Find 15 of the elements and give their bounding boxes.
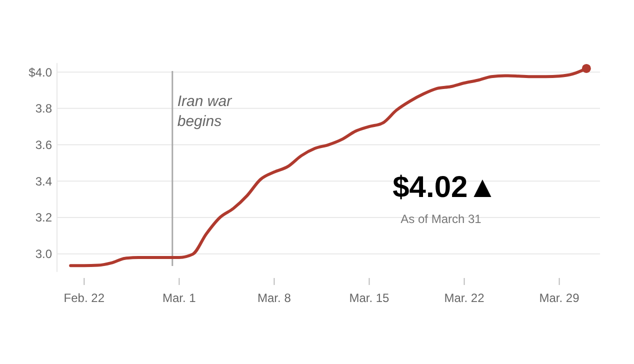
annotation: As of March 31 (400, 212, 482, 226)
x-tick-label: Mar. 22 (444, 291, 485, 305)
x-tick-label: Mar. 1 (162, 291, 196, 305)
y-tick-label: 3.8 (35, 102, 52, 116)
y-tick-label: 3.6 (35, 138, 52, 152)
y-tick-label: 3.2 (35, 210, 52, 225)
x-tick-label: Mar. 29 (539, 291, 580, 305)
x-tick-label: Feb. 22 (64, 291, 105, 305)
ref-line-label: Iran war begins (177, 93, 233, 130)
y-tick-label: $4.0 (28, 65, 52, 80)
x-tick-label: Mar. 15 (349, 291, 390, 305)
x-tick-label: Mar. 8 (258, 291, 292, 305)
y-tick-label: 3.0 (35, 247, 52, 262)
annotation: $4.02▲ (392, 171, 498, 204)
y-tick-label: 3.4 (35, 174, 52, 188)
